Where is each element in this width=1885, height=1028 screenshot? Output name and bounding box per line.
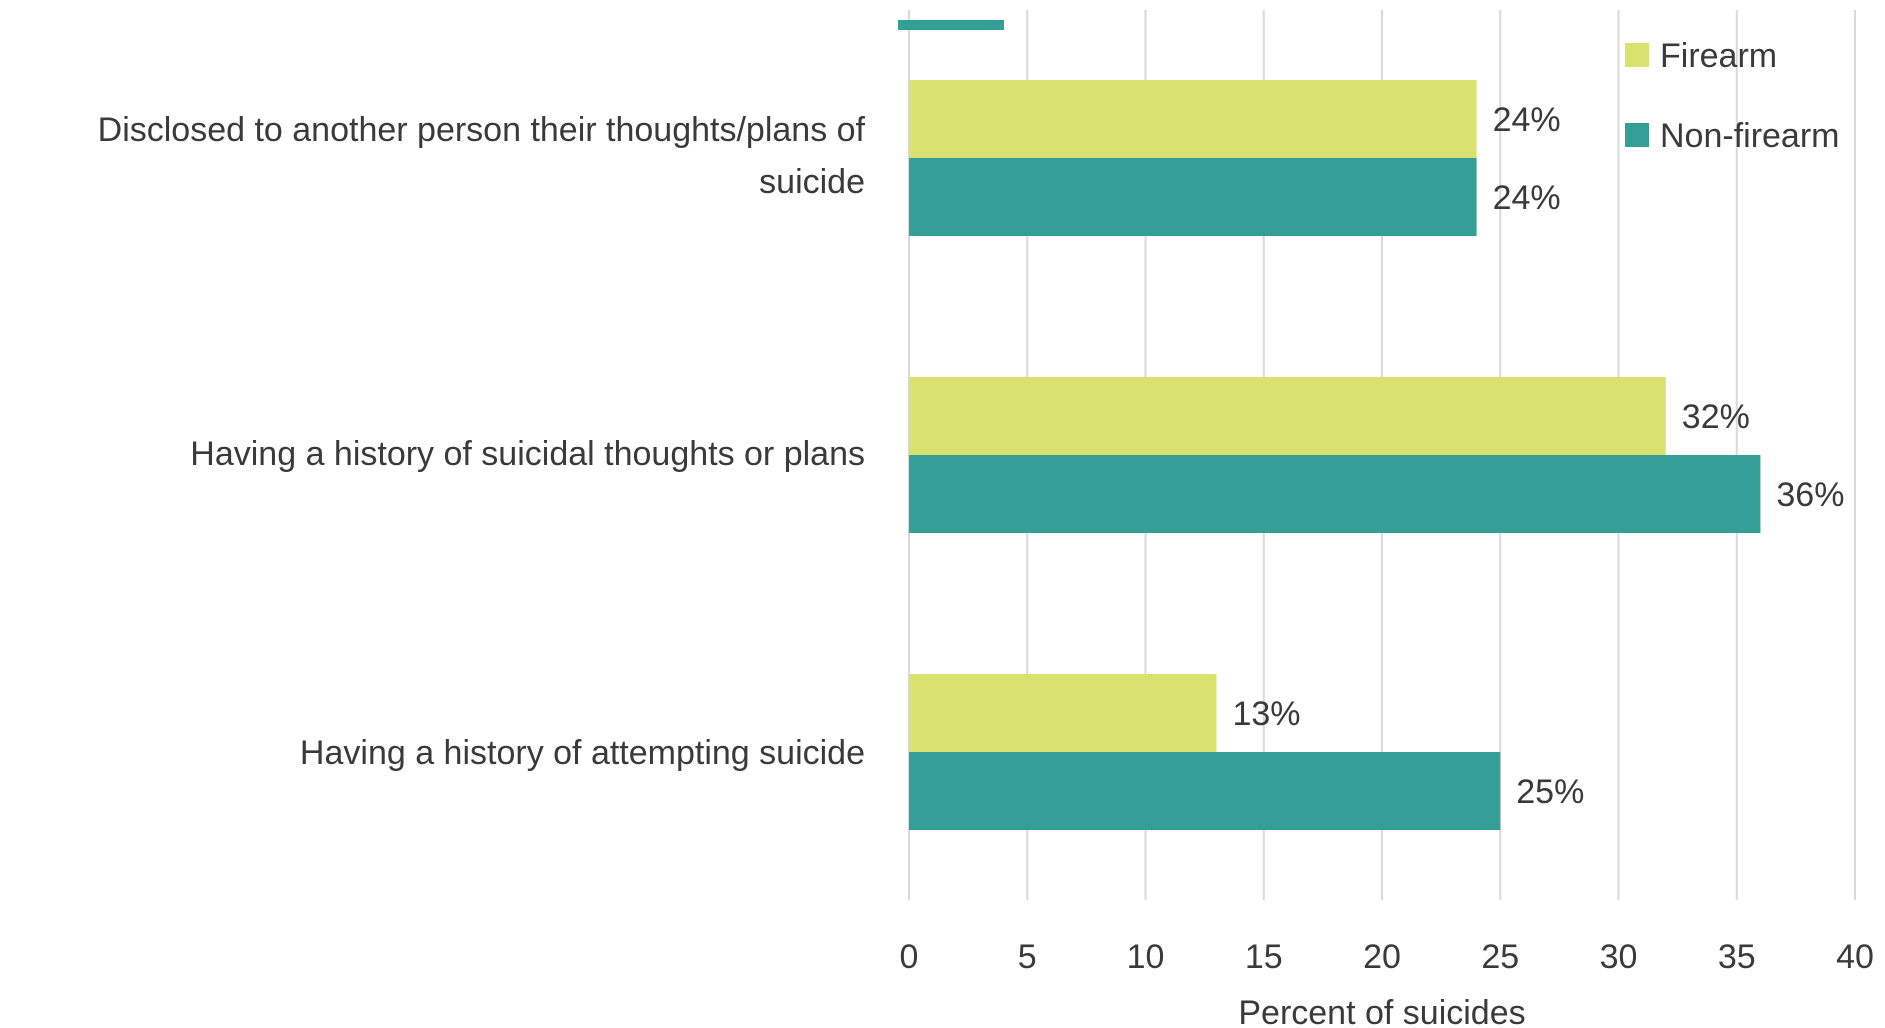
legend-label-firearm: Firearm bbox=[1660, 37, 1777, 75]
data-label-non-firearm-1: 36% bbox=[1776, 476, 1844, 514]
x-axis-title: Percent of suicides bbox=[1238, 994, 1525, 1028]
x-tick-label: 0 bbox=[900, 938, 919, 976]
category-label-suicidal-thoughts: Having a history of suicidal thoughts or… bbox=[190, 435, 865, 473]
x-tick-label: 20 bbox=[1363, 938, 1401, 976]
x-tick-label: 40 bbox=[1836, 938, 1874, 976]
x-tick-label: 15 bbox=[1245, 938, 1283, 976]
bar-non-firearm-2 bbox=[909, 752, 1501, 830]
bar-non-firearm-1 bbox=[909, 455, 1761, 533]
data-label-firearm-2: 13% bbox=[1232, 695, 1300, 733]
x-tick-label: 30 bbox=[1600, 938, 1638, 976]
data-label-firearm-1: 32% bbox=[1682, 398, 1750, 436]
bar-firearm-1 bbox=[909, 377, 1666, 455]
legend-label-non-firearm: Non-firearm bbox=[1660, 117, 1839, 155]
x-tick-label: 35 bbox=[1718, 938, 1756, 976]
category-label-disclosed: Disclosed to another person their though… bbox=[97, 111, 865, 201]
data-label-firearm-0: 24% bbox=[1493, 101, 1561, 139]
x-tick-label: 5 bbox=[1018, 938, 1037, 976]
x-tick-label: 10 bbox=[1127, 938, 1165, 976]
bar-firearm-0 bbox=[909, 80, 1477, 158]
x-tick-label: 25 bbox=[1481, 938, 1519, 976]
data-label-non-firearm-0: 24% bbox=[1493, 179, 1561, 217]
legend-stub bbox=[898, 20, 1004, 30]
category-label-attempting: Having a history of attempting suicide bbox=[299, 734, 865, 772]
legend-swatch-firearm bbox=[1625, 43, 1649, 67]
data-label-non-firearm-2: 25% bbox=[1516, 773, 1584, 811]
legend-swatch-non-firearm bbox=[1625, 123, 1649, 147]
bar-firearm-2 bbox=[909, 674, 1217, 752]
bar-non-firearm-0 bbox=[909, 158, 1477, 236]
